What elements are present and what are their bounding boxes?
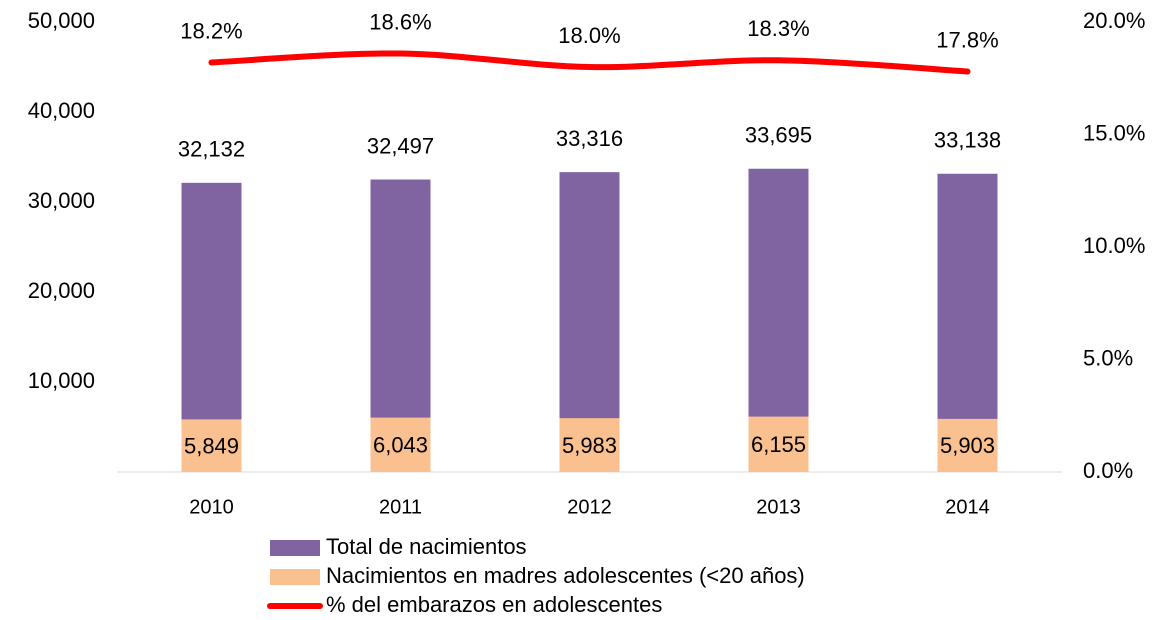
legend-label: % del embarazos en adolescentes	[326, 592, 662, 617]
bar	[181, 419, 242, 472]
legend-label: Total de nacimientos	[326, 534, 527, 559]
data-label: 18.0%	[558, 23, 620, 48]
data-label: 33,316	[556, 126, 623, 151]
legend-swatch	[270, 569, 320, 585]
y2-tick-label: 10.0%	[1083, 233, 1145, 258]
bar	[748, 416, 809, 472]
data-label: 32,132	[178, 137, 245, 162]
line	[208, 50, 971, 75]
data-label: 33,138	[934, 128, 1001, 153]
y-tick-label: 50,000	[28, 8, 95, 33]
y-tick-label: 20,000	[28, 278, 95, 303]
y2-tick-label: 5.0%	[1083, 345, 1133, 370]
y-tick-label: 40,000	[28, 98, 95, 123]
x-tick-label: 2010	[189, 496, 234, 518]
data-label: 5,983	[562, 433, 617, 458]
data-label: 6,043	[373, 433, 428, 458]
x-tick-label: 2012	[567, 496, 612, 518]
y2-tick-label: 0.0%	[1083, 458, 1133, 483]
data-label: 18.3%	[747, 16, 809, 41]
x-tick-label: 2013	[756, 496, 801, 518]
y2-tick-label: 15.0%	[1083, 120, 1145, 145]
bar	[937, 418, 998, 472]
data-label: 18.6%	[369, 9, 431, 34]
x-tick-label: 2011	[379, 496, 422, 518]
data-label: 5,849	[184, 433, 239, 458]
x-tick-label: 2014	[945, 496, 990, 518]
data-label: 32,497	[367, 133, 434, 158]
data-label: 5,903	[940, 433, 995, 458]
y-tick-label: 10,000	[28, 368, 95, 393]
legend-swatch	[270, 540, 320, 556]
y2-tick-label: 20.0%	[1083, 8, 1145, 33]
bar	[559, 418, 620, 472]
data-label: 17.8%	[936, 27, 998, 52]
bar	[370, 417, 431, 472]
data-label: 6,155	[751, 432, 806, 457]
legend-label: Nacimientos en madres adolescentes (<20 …	[326, 563, 805, 588]
data-label: 18.2%	[180, 18, 242, 43]
data-label: 33,695	[745, 123, 812, 148]
y-tick-label: 30,000	[28, 188, 95, 213]
